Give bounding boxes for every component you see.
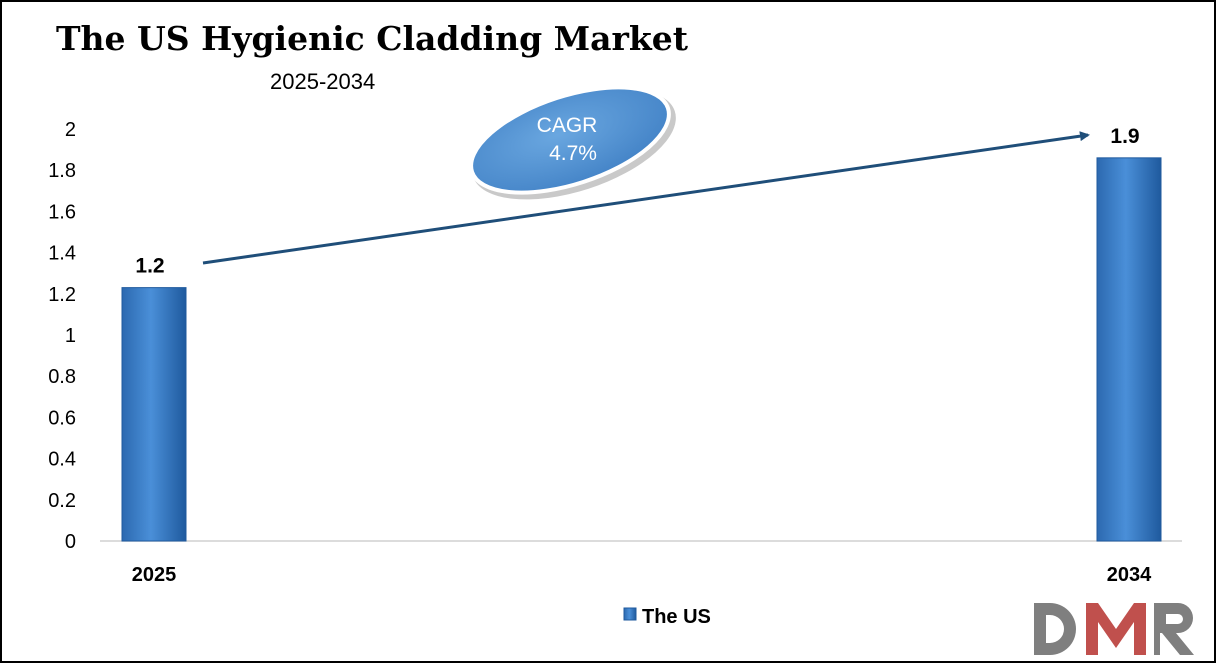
y-tick-label: 1.8	[48, 160, 76, 182]
bar-2034	[1096, 157, 1162, 542]
logo-d-bowl	[1040, 603, 1076, 655]
logo-m	[1086, 603, 1146, 655]
legend-swatch	[623, 607, 637, 621]
y-tick-label: 0.6	[48, 407, 76, 429]
y-tick-label: 0.2	[48, 490, 76, 512]
y-axis-tick-labels: 0 0.2 0.4 0.6 0.8 1 1.2 1.4 1.6 1.8 2	[48, 119, 76, 553]
y-tick-label: 1.6	[48, 201, 76, 223]
y-tick-label: 1.2	[48, 284, 76, 306]
bar-2025	[121, 287, 187, 542]
chart-subtitle: 2025-2034	[270, 69, 375, 94]
data-label-2034: 1.9	[1110, 125, 1139, 148]
data-label-2025: 1.2	[135, 255, 164, 278]
chart-title: The US Hygienic Cladding Market	[56, 19, 689, 58]
y-tick-label: 1.4	[48, 243, 76, 265]
x-tick-label-2034: 2034	[1107, 564, 1152, 586]
legend-label: The US	[642, 606, 711, 628]
dmr-logo	[1034, 603, 1194, 655]
cagr-badge: CAGR 4.7%	[469, 85, 676, 200]
logo-d-stem	[1034, 603, 1046, 655]
legend: The US	[623, 606, 711, 628]
y-tick-label: 0	[65, 531, 76, 553]
cagr-label: CAGR	[537, 114, 598, 137]
x-axis-tick-labels: 2025 2034	[132, 564, 1152, 586]
x-tick-label-2025: 2025	[132, 564, 177, 586]
cagr-ellipse	[469, 85, 671, 195]
growth-arrow	[202, 131, 1090, 265]
y-tick-label: 1	[65, 325, 76, 347]
bars-group	[121, 157, 1162, 542]
logo-r	[1154, 603, 1194, 655]
cagr-value: 4.7%	[549, 142, 597, 165]
y-tick-label: 0.8	[48, 366, 76, 388]
y-tick-label: 2	[65, 119, 76, 141]
y-tick-label: 0.4	[48, 449, 76, 471]
data-labels-group: 1.2 1.9	[135, 125, 1139, 278]
